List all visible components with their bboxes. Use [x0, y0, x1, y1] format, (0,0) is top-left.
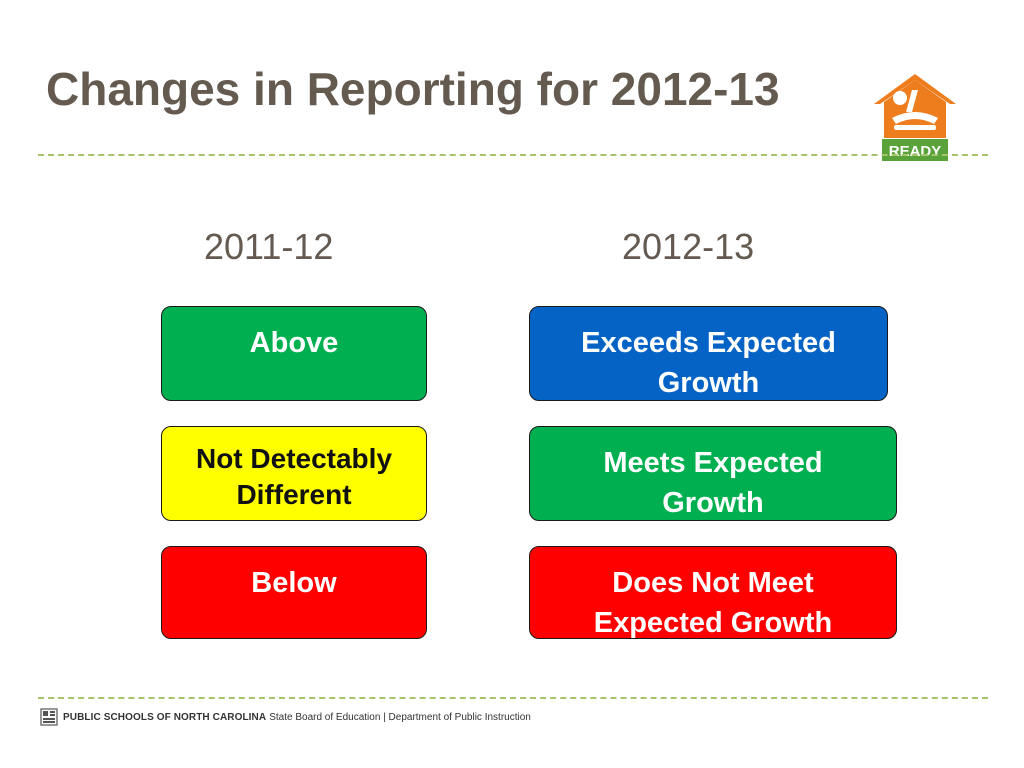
rating-box-label: Above — [249, 327, 339, 359]
ready-label: READY — [889, 143, 942, 160]
rating-box-not-detectably-different: Not Detectably Different — [161, 426, 427, 521]
rating-box-does-not-meet-expected-growth: Does Not Meet Expected Growth — [529, 546, 897, 639]
rating-box-exceeds-expected-growth: Exceeds Expected Growth — [529, 306, 888, 401]
rating-box-above: Above — [161, 306, 427, 401]
nc-dpi-emblem-icon — [40, 708, 58, 726]
rating-box-below: Below — [161, 546, 427, 639]
footer-divider — [38, 697, 988, 699]
footer: PUBLIC SCHOOLS OF NORTH CAROLINA State B… — [40, 707, 531, 727]
slide-title: Changes in Reporting for 2012-13 — [46, 63, 780, 115]
rating-box-label: Exceeds Expected Growth — [581, 327, 836, 399]
rating-box-meets-expected-growth: Meets Expected Growth — [529, 426, 897, 521]
header-divider — [38, 154, 988, 156]
rating-box-label: Does Not Meet Expected Growth — [593, 567, 833, 639]
ready-logo: READY — [872, 72, 958, 164]
rating-box-label: Below — [251, 567, 337, 599]
footer-subtitle: State Board of Education | Department of… — [269, 711, 531, 723]
left-column-header: 2011-12 — [204, 226, 334, 267]
footer-org-name: PUBLIC SCHOOLS OF NORTH CAROLINA — [63, 711, 267, 723]
ready-house-logo-icon: READY — [874, 74, 956, 161]
rating-box-label: Meets Expected Growth — [603, 447, 823, 519]
rating-box-label: Not Detectably Different — [195, 443, 393, 510]
right-column-header: 2012-13 — [622, 226, 755, 267]
